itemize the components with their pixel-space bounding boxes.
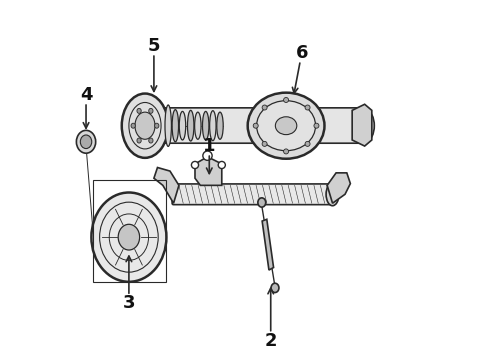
Ellipse shape — [275, 117, 297, 135]
Ellipse shape — [135, 112, 155, 139]
Ellipse shape — [253, 123, 258, 128]
Text: 2: 2 — [265, 333, 277, 351]
Text: 5: 5 — [147, 37, 160, 55]
Text: 1: 1 — [203, 137, 216, 155]
Ellipse shape — [155, 123, 159, 128]
Polygon shape — [262, 219, 273, 270]
Ellipse shape — [359, 111, 374, 141]
Ellipse shape — [118, 224, 140, 250]
Ellipse shape — [257, 101, 316, 151]
Text: 4: 4 — [80, 86, 92, 104]
Polygon shape — [352, 104, 372, 146]
Ellipse shape — [284, 149, 289, 154]
Ellipse shape — [76, 130, 96, 153]
Ellipse shape — [137, 108, 141, 113]
Ellipse shape — [179, 111, 186, 140]
Ellipse shape — [262, 141, 267, 147]
Polygon shape — [195, 157, 222, 185]
Ellipse shape — [80, 135, 92, 149]
FancyBboxPatch shape — [172, 184, 332, 204]
Ellipse shape — [202, 111, 209, 140]
Ellipse shape — [122, 94, 168, 158]
Ellipse shape — [165, 105, 172, 147]
Bar — [93, 180, 167, 282]
Ellipse shape — [326, 183, 339, 206]
Ellipse shape — [305, 105, 310, 110]
FancyBboxPatch shape — [141, 108, 364, 143]
Ellipse shape — [92, 193, 167, 282]
Ellipse shape — [314, 123, 319, 128]
Ellipse shape — [149, 108, 153, 113]
Text: 3: 3 — [122, 294, 135, 312]
Ellipse shape — [305, 141, 310, 147]
Ellipse shape — [262, 105, 267, 110]
Ellipse shape — [137, 138, 141, 143]
Ellipse shape — [284, 98, 289, 103]
Text: 6: 6 — [296, 44, 308, 62]
Ellipse shape — [172, 110, 178, 142]
Ellipse shape — [258, 198, 266, 207]
Ellipse shape — [217, 112, 223, 139]
Ellipse shape — [192, 161, 198, 168]
Ellipse shape — [218, 161, 225, 168]
Ellipse shape — [210, 111, 216, 141]
Ellipse shape — [247, 93, 324, 159]
Ellipse shape — [271, 283, 279, 293]
Ellipse shape — [203, 151, 212, 160]
Ellipse shape — [131, 123, 135, 128]
Ellipse shape — [195, 112, 201, 139]
Ellipse shape — [188, 111, 194, 141]
Polygon shape — [327, 173, 350, 203]
Polygon shape — [154, 167, 179, 203]
Ellipse shape — [149, 138, 153, 143]
